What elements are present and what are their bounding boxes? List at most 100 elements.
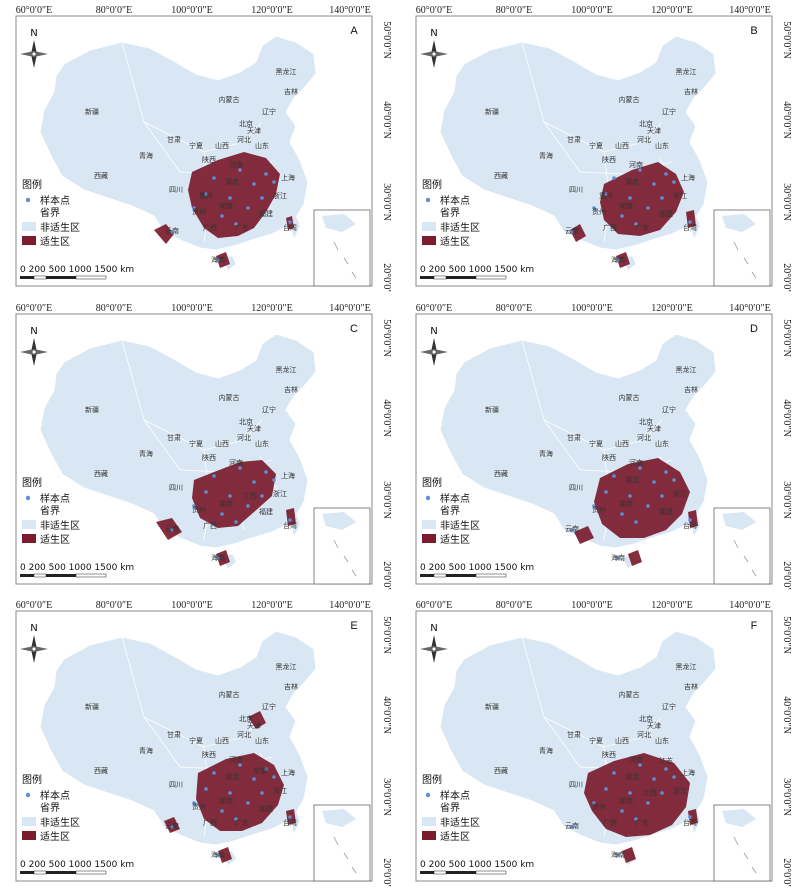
province-label: 辽宁 xyxy=(662,107,676,116)
province-label: 吉林 xyxy=(684,385,698,394)
province-label: 福建 xyxy=(659,507,673,516)
scale-bar: 0 200 500 1000 1500 km xyxy=(420,563,534,578)
province-label: 黑龙江 xyxy=(676,365,697,374)
province-label: 广东 xyxy=(235,223,249,232)
sample-point xyxy=(216,556,220,560)
sample-point xyxy=(272,180,276,184)
sample-point xyxy=(238,168,242,172)
unsuitable-swatch xyxy=(22,520,36,529)
suitable-swatch xyxy=(22,534,36,543)
suitable-region xyxy=(188,152,280,238)
sample-point xyxy=(616,853,620,857)
province-label: 海南 xyxy=(611,850,625,859)
legend-sample: 样本点 xyxy=(440,789,470,802)
legend-suitable: 适生区 xyxy=(440,830,470,843)
lat-label: 50°0′0″N xyxy=(781,319,792,357)
sample-point xyxy=(660,494,664,498)
province-label: 福建 xyxy=(259,804,273,813)
sample-point xyxy=(234,222,238,226)
province-label: 云南 xyxy=(565,226,579,235)
sample-point xyxy=(664,767,668,771)
province-label: 四川 xyxy=(169,781,183,789)
province-label: 山东 xyxy=(255,736,269,745)
province-label: 四川 xyxy=(569,781,583,789)
province-label: 江西 xyxy=(243,492,257,500)
legend-suitable: 适生区 xyxy=(440,235,470,248)
sample-point xyxy=(646,801,650,805)
legend-unsuitable: 非适生区 xyxy=(440,816,480,829)
sample-point xyxy=(238,466,242,470)
province-label: 内蒙古 xyxy=(619,690,640,699)
lon-label: 100°0′0″E xyxy=(571,5,612,16)
province-label: 西藏 xyxy=(94,171,108,180)
province-label: 天津 xyxy=(647,425,661,433)
north-arrow-icon xyxy=(420,338,448,366)
province-label: 天津 xyxy=(247,722,261,730)
sample-point xyxy=(672,478,676,482)
lon-label: 80°0′0″E xyxy=(496,5,532,16)
sample-point xyxy=(634,520,638,524)
scale-label: 0 200 500 1000 1500 km xyxy=(420,563,534,573)
lon-label: 60°0′0″E xyxy=(416,303,452,314)
north-arrow-icon xyxy=(20,338,48,366)
lon-label: 100°0′0″E xyxy=(171,600,212,611)
suitable-region xyxy=(622,847,636,863)
sample-point xyxy=(288,815,292,819)
sample-point xyxy=(570,230,574,234)
province-label: 上海 xyxy=(681,173,695,182)
scale-label: 0 200 500 1000 1500 km xyxy=(20,265,134,275)
sample-point xyxy=(212,176,216,180)
province-label: 辽宁 xyxy=(262,107,276,116)
sample-point xyxy=(264,470,268,474)
province-label: 北京 xyxy=(639,119,653,128)
province-label: 广西 xyxy=(203,818,217,827)
province-label: 广西 xyxy=(603,818,617,827)
sample-point xyxy=(252,480,256,484)
scale-bar: 0 200 500 1000 1500 km xyxy=(20,860,134,875)
province-label: 贵州 xyxy=(592,207,606,216)
legend-unsuitable: 非适生区 xyxy=(40,816,80,829)
province-label: 台湾 xyxy=(283,818,297,827)
sample-point xyxy=(688,518,692,522)
lon-label: 80°0′0″E xyxy=(496,303,532,314)
province-label: 新疆 xyxy=(485,405,499,414)
suitable-region xyxy=(248,711,266,729)
province-label: 宁夏 xyxy=(589,141,603,150)
province-label: 山西 xyxy=(615,141,629,150)
province-label: 台湾 xyxy=(283,521,297,530)
province-label: 陕西 xyxy=(602,750,616,759)
south-china-sea-inset xyxy=(713,804,771,882)
sample-point xyxy=(234,817,238,821)
province-label: 西藏 xyxy=(94,766,108,775)
lat-label: 20°0′0″N xyxy=(781,858,792,887)
north-arrow-icon xyxy=(420,40,448,68)
sample-point xyxy=(592,504,596,508)
sample-point xyxy=(192,801,196,805)
legend-suitable: 适生区 xyxy=(40,235,70,248)
province-label: 湖北 xyxy=(225,177,239,186)
lat-label: 30°0′0″N xyxy=(381,481,392,519)
province-label: 湖南 xyxy=(219,499,233,508)
province-label: 甘肃 xyxy=(567,135,581,144)
sample-point xyxy=(260,196,264,200)
sample-point xyxy=(228,791,232,795)
lon-label: 120°0′0″E xyxy=(651,5,692,16)
province-label: 河北 xyxy=(637,731,651,739)
lat-label: 30°0′0″N xyxy=(781,778,792,816)
province-label: 陕西 xyxy=(602,453,616,462)
province-label: 上海 xyxy=(281,471,295,480)
sample-point xyxy=(288,220,292,224)
province-label: 黑龙江 xyxy=(276,67,297,76)
sample-point xyxy=(592,206,596,210)
province-label: 广西 xyxy=(203,223,217,232)
sample-point xyxy=(592,801,596,805)
suitable-region xyxy=(688,510,698,528)
province-label: 青海 xyxy=(539,449,553,458)
suitable-swatch xyxy=(422,831,436,840)
province-label: 北京 xyxy=(239,417,253,426)
province-label: 吉林 xyxy=(684,682,698,691)
sample-point xyxy=(204,787,208,791)
sample-point xyxy=(634,817,638,821)
suitable-region xyxy=(218,847,232,863)
